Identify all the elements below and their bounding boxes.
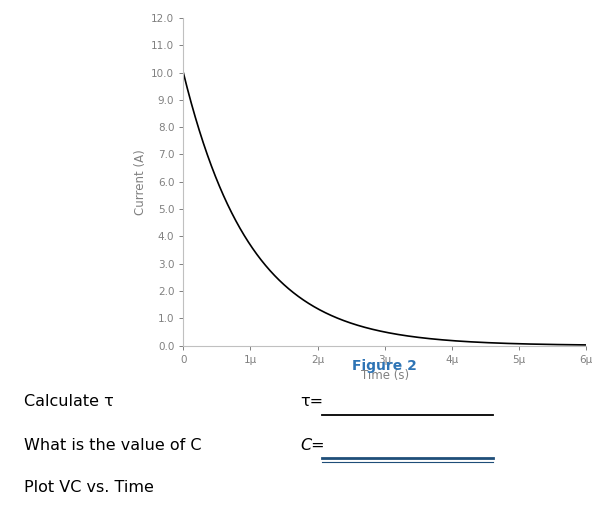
Text: Calculate τ: Calculate τ bbox=[24, 394, 114, 410]
Text: τ=: τ= bbox=[300, 394, 323, 410]
Text: C=: C= bbox=[300, 438, 325, 453]
Y-axis label: Current (A): Current (A) bbox=[134, 149, 147, 215]
Text: Figure 2: Figure 2 bbox=[352, 359, 417, 373]
Text: What is the value of C: What is the value of C bbox=[24, 438, 201, 453]
Text: Plot VC vs. Time: Plot VC vs. Time bbox=[24, 480, 154, 495]
X-axis label: Time (s): Time (s) bbox=[361, 369, 409, 382]
